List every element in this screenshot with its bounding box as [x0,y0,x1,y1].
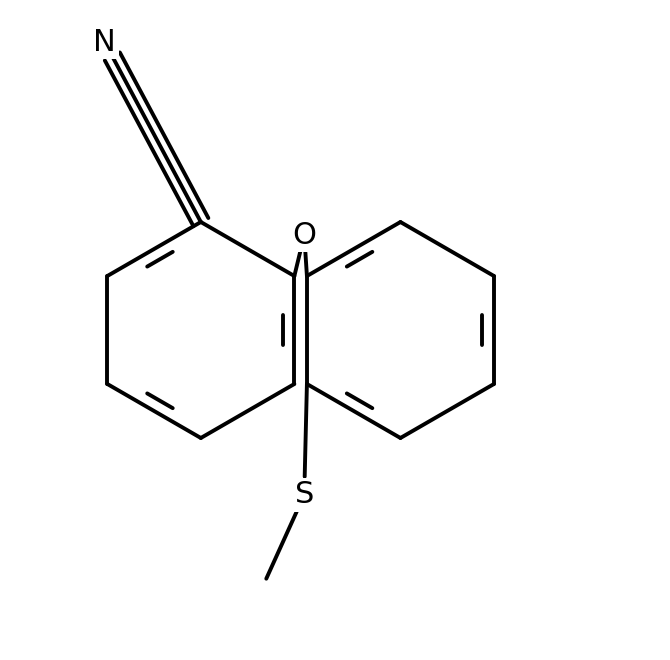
Text: N: N [93,28,116,57]
Text: O: O [292,220,316,249]
Text: S: S [295,480,314,510]
